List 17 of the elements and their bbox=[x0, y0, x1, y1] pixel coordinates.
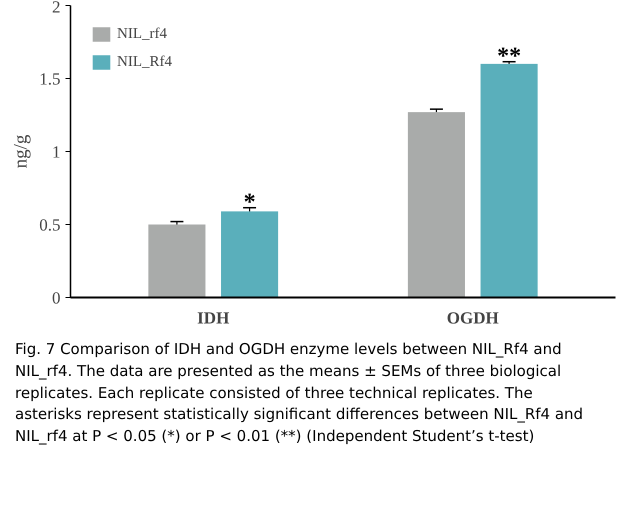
y-tick-label: 0.5 bbox=[39, 216, 60, 234]
y-axis-title: ng/g bbox=[10, 134, 32, 168]
x-tick-label: IDH bbox=[197, 308, 230, 328]
y-tick-label: 1 bbox=[52, 142, 60, 162]
legend-label: NIL_Rf4 bbox=[117, 54, 172, 70]
x-tick-label: OGDH bbox=[446, 308, 499, 328]
bar bbox=[480, 64, 538, 298]
caption: Fig. 7 Comparison of IDH and OGDH enzyme levels between NIL_Rf4 and NIL_rf4. The data are presented as the means ± SEMs of three biological replicates. Each replicate consisted of three technical replicates. The asterisks represent statistically significant differences between NIL_Rf4 and NIL_rf4 at P < 0.05 (*) or P < 0.01 (**) (Independent Student’s t-test) bbox=[15, 339, 584, 447]
bar bbox=[221, 211, 278, 298]
y-tick-label: 2 bbox=[52, 0, 60, 16]
bar bbox=[148, 224, 206, 298]
annotation: ** bbox=[497, 44, 522, 70]
annotation: * bbox=[244, 190, 256, 216]
y-tick-label: 1.5 bbox=[39, 70, 60, 88]
legend-label: NIL_rf4 bbox=[117, 26, 167, 42]
y-tick-label: 0 bbox=[52, 288, 60, 308]
bar bbox=[408, 112, 465, 298]
